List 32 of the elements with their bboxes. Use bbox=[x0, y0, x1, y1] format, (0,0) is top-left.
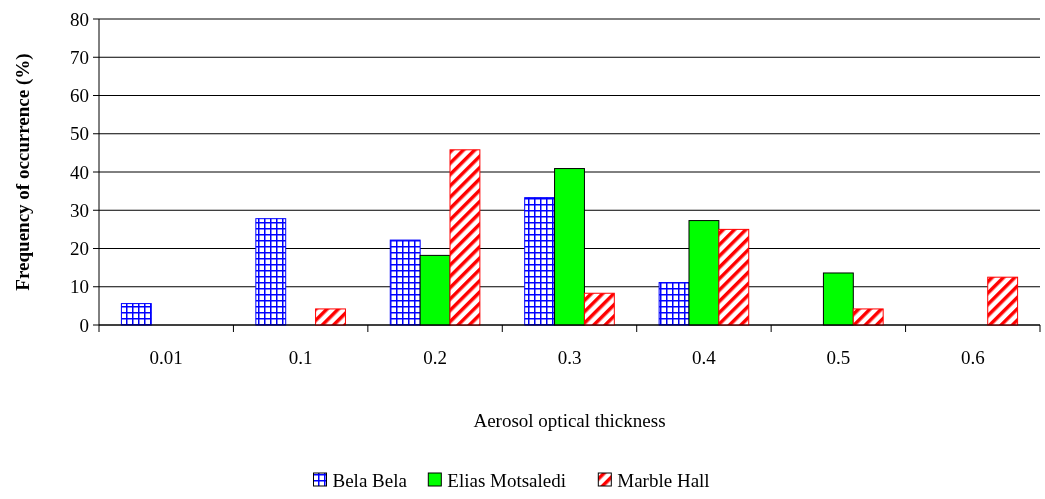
legend-label: Elias Motsaledi bbox=[447, 469, 567, 491]
bar bbox=[718, 228, 750, 326]
x-tick-label: 0.4 bbox=[692, 346, 717, 368]
y-tick-label: 80 bbox=[70, 8, 89, 30]
bar bbox=[315, 308, 346, 326]
y-tick-label: 10 bbox=[70, 276, 89, 298]
y-tick-label: 30 bbox=[70, 199, 89, 221]
y-tick-label: 0 bbox=[79, 314, 89, 336]
y-tick-label: 40 bbox=[70, 161, 89, 183]
bar bbox=[524, 197, 556, 326]
y-axis-title: Frequency of occurrence (%) bbox=[11, 53, 34, 291]
y-tick-label: 60 bbox=[70, 85, 89, 107]
legend-label: Marble Hall bbox=[617, 469, 710, 491]
x-axis-title: Aerosol optical thickness bbox=[473, 409, 666, 431]
x-tick-label: 0.01 bbox=[149, 346, 183, 368]
bar bbox=[852, 308, 884, 326]
x-tick-label: 0.5 bbox=[826, 346, 851, 368]
y-tick-label: 50 bbox=[70, 123, 89, 145]
legend-label: Bela Bela bbox=[332, 469, 408, 491]
bar bbox=[658, 282, 690, 326]
bar bbox=[449, 149, 481, 326]
y-tick-label: 70 bbox=[70, 46, 89, 68]
bar bbox=[583, 292, 615, 326]
bar bbox=[389, 239, 421, 326]
bar bbox=[987, 276, 1019, 326]
bar bbox=[120, 303, 152, 326]
x-tick-label: 0.3 bbox=[557, 346, 582, 368]
x-tick-label: 0.6 bbox=[960, 346, 985, 368]
x-tick-label: 0.2 bbox=[423, 346, 447, 368]
x-tick-label: 0.1 bbox=[288, 346, 313, 368]
y-tick-label: 20 bbox=[70, 238, 89, 260]
bar bbox=[255, 218, 287, 326]
